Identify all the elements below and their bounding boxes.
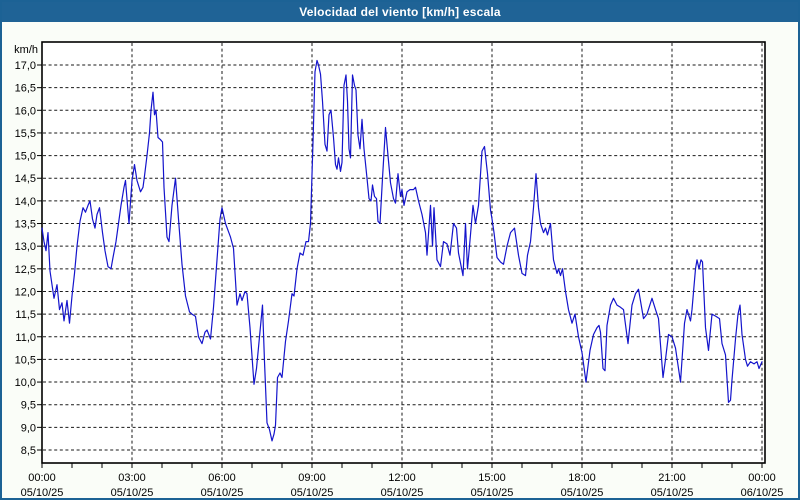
- x-tick-date-label: 05/10/25: [291, 487, 334, 499]
- y-tick-label: 16,5: [15, 83, 36, 95]
- x-tick-time-label: 00:00: [28, 472, 56, 484]
- plot-border: [41, 41, 766, 464]
- y-tick-label: 10,5: [15, 354, 36, 366]
- y-tick-label: 9,5: [21, 400, 36, 412]
- y-tick-label: 14,5: [15, 173, 36, 185]
- y-tick-label: 17,0: [15, 60, 36, 72]
- y-tick-label: 10,0: [15, 377, 36, 389]
- y-tick-label: 9,0: [21, 422, 36, 434]
- y-tick-label: 12,0: [15, 286, 36, 298]
- wind-speed-line: [41, 59, 763, 442]
- title-bar: Velocidad del viento [km/h] escala: [2, 2, 798, 22]
- x-tick-date-label: 05/10/25: [381, 487, 424, 499]
- x-tick-time-label: 12:00: [388, 472, 416, 484]
- y-tick-label: 15,0: [15, 151, 36, 163]
- chart-title: Velocidad del viento [km/h] escala: [299, 5, 501, 19]
- y-tick-label: 11,5: [15, 309, 36, 321]
- x-tick-date-label: 06/10/25: [741, 487, 784, 499]
- y-tick-label: 12,5: [15, 264, 36, 276]
- x-tick-date-label: 05/10/25: [201, 487, 244, 499]
- x-tick-date-label: 05/10/25: [471, 487, 514, 499]
- y-tick-label: 13,0: [15, 241, 36, 253]
- x-tick-time-label: 21:00: [658, 472, 686, 484]
- x-tick-time-label: 09:00: [298, 472, 326, 484]
- y-tick-label: 15,5: [15, 128, 36, 140]
- x-tick-time-label: 06:00: [208, 472, 236, 484]
- y-tick-label: 11,0: [15, 332, 36, 344]
- y-axis-unit-label: km/h: [14, 44, 38, 56]
- y-tick-label: 14,0: [15, 196, 36, 208]
- x-tick-time-label: 15:00: [478, 472, 506, 484]
- x-tick-date-label: 05/10/25: [651, 487, 694, 499]
- x-tick-time-label: 18:00: [568, 472, 596, 484]
- y-tick-label: 16,0: [15, 105, 36, 117]
- x-tick-date-label: 05/10/25: [561, 487, 604, 499]
- y-tick-label: 13,5: [15, 219, 36, 231]
- x-tick-time-label: 00:00: [748, 472, 776, 484]
- x-tick-date-label: 05/10/25: [111, 487, 154, 499]
- y-tick-label: 8,5: [21, 445, 36, 457]
- x-tick-date-label: 05/10/25: [21, 487, 64, 499]
- x-tick-time-label: 03:00: [118, 472, 146, 484]
- plot-area: [42, 42, 765, 463]
